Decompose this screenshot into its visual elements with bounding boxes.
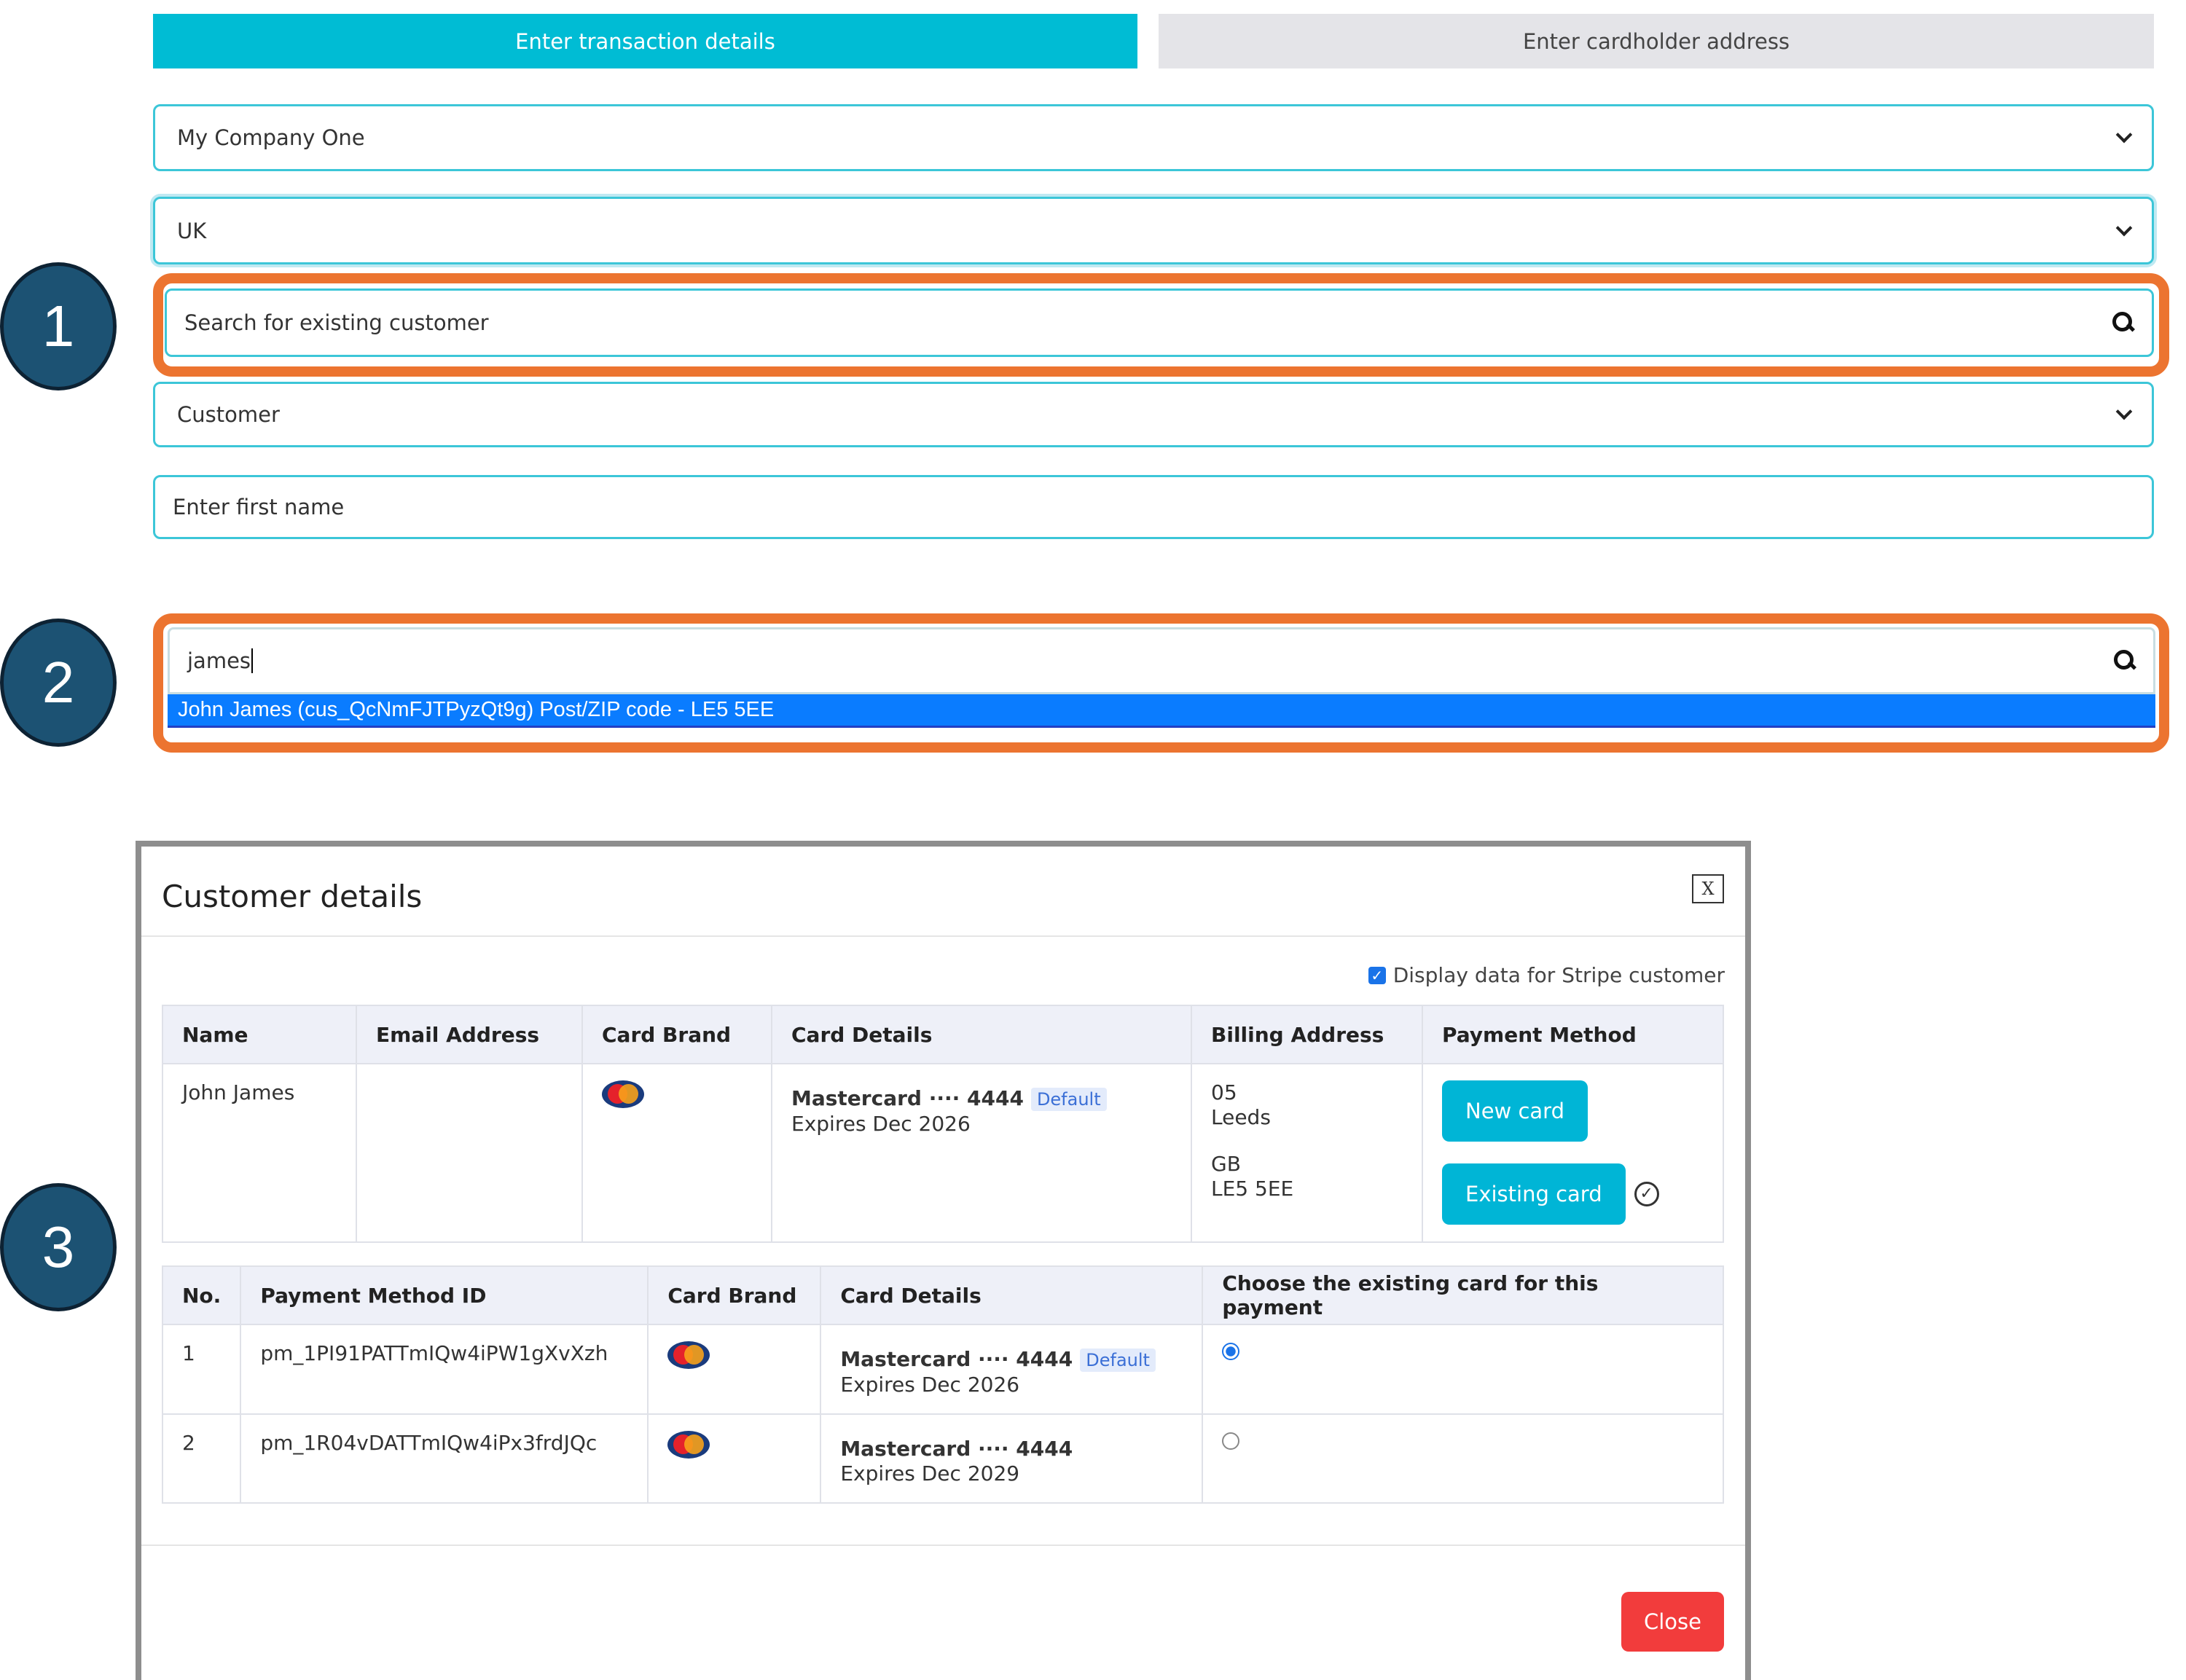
row-number: 2 bbox=[161, 1413, 242, 1504]
divider bbox=[141, 1544, 1745, 1546]
first-name-placeholder: Enter first name bbox=[173, 495, 345, 519]
col-no: No. bbox=[161, 1265, 242, 1325]
step-3-marker: 3 bbox=[0, 1183, 117, 1311]
highlight-box-2 bbox=[153, 613, 2169, 753]
billing-address: 05 Leeds GB LE5 5EE bbox=[1191, 1063, 1423, 1243]
tab-transaction-details[interactable]: Enter transaction details bbox=[153, 14, 1137, 68]
card-details: Mastercard ···· 4444 Default Expires Dec 2… bbox=[820, 1324, 1204, 1415]
country-select[interactable]: UK bbox=[153, 197, 2154, 264]
customer-details-modal: Customer details X ✓ Display data for St… bbox=[136, 841, 1751, 1680]
card-radio[interactable] bbox=[1222, 1432, 1240, 1450]
col-card-brand: Card Brand bbox=[581, 1005, 772, 1064]
customer-email bbox=[356, 1063, 583, 1243]
col-email: Email Address bbox=[356, 1005, 583, 1064]
first-name-input[interactable]: Enter first name bbox=[153, 475, 2154, 539]
col-card-brand: Card Brand bbox=[647, 1265, 822, 1325]
company-value: My Company One bbox=[177, 125, 365, 150]
existing-card-button[interactable]: Existing card bbox=[1442, 1163, 1626, 1225]
cards-table: No. Payment Method ID Card Brand Card De… bbox=[161, 1265, 1724, 1504]
suggestion-item[interactable]: John James (cus_QcNmFJTPyzQt9g) Post/ZIP… bbox=[168, 694, 2155, 728]
close-x-button[interactable]: X bbox=[1692, 874, 1724, 903]
tab-cardholder-address[interactable]: Enter cardholder address bbox=[1159, 14, 2154, 68]
payment-method-id: pm_1PI91PATTmIQw4iPW1gXvXzh bbox=[240, 1324, 649, 1415]
mastercard-icon bbox=[602, 1080, 644, 1108]
customer-name: John James bbox=[162, 1063, 357, 1243]
checkbox-checked-icon[interactable]: ✓ bbox=[1368, 966, 1386, 984]
card-radio-selected[interactable] bbox=[1222, 1343, 1240, 1360]
col-payment-method: Payment Method bbox=[1422, 1005, 1724, 1064]
chevron-down-icon bbox=[2115, 126, 2133, 144]
search-icon[interactable] bbox=[2112, 312, 2134, 334]
customer-type-select[interactable]: Customer bbox=[153, 382, 2154, 447]
step-1-marker: 1 bbox=[0, 262, 117, 390]
search-placeholder: Search for existing customer bbox=[184, 310, 489, 335]
highlight-box-1 bbox=[153, 273, 2169, 377]
payment-method-id: pm_1R04vDATTmIQw4iPx3frdJQc bbox=[240, 1413, 649, 1504]
col-payment-method-id: Payment Method ID bbox=[240, 1265, 649, 1325]
card-details: Mastercard ···· 4444 Default Expires Dec 2… bbox=[771, 1063, 1192, 1243]
close-button[interactable]: Close bbox=[1621, 1592, 1724, 1652]
customer-type-value: Customer bbox=[177, 402, 280, 427]
col-choose-card: Choose the existing card for this paymen… bbox=[1202, 1265, 1724, 1325]
chevron-down-icon bbox=[2115, 403, 2133, 420]
card-details: Mastercard ···· 4444 Expires Dec 2029 bbox=[820, 1413, 1204, 1504]
chevron-down-icon bbox=[2115, 219, 2133, 236]
table-row: John James Mastercard ···· 4444 Default Ex… bbox=[162, 1063, 1724, 1243]
company-select[interactable]: My Company One bbox=[153, 104, 2154, 171]
table-row: 1 pm_1PI91PATTmIQw4iPW1gXvXzh Mastercard… bbox=[161, 1324, 1724, 1415]
col-card-details: Card Details bbox=[820, 1265, 1204, 1325]
step-2-marker: 2 bbox=[0, 619, 117, 747]
customer-search-input[interactable]: Search for existing customer bbox=[165, 288, 2154, 357]
default-badge: Default bbox=[1080, 1349, 1156, 1372]
country-value: UK bbox=[177, 218, 207, 243]
default-badge: Default bbox=[1030, 1088, 1107, 1111]
col-name: Name bbox=[162, 1005, 357, 1064]
modal-title: Customer details bbox=[162, 879, 423, 914]
col-billing-address: Billing Address bbox=[1191, 1005, 1423, 1064]
table-row: 2 pm_1R04vDATTmIQw4iPx3frdJQc Mastercard… bbox=[161, 1413, 1724, 1504]
row-number: 1 bbox=[161, 1324, 242, 1415]
check-circle-icon: ✓ bbox=[1634, 1182, 1659, 1206]
display-stripe-label: Display data for Stripe customer bbox=[1392, 963, 1725, 987]
col-card-details: Card Details bbox=[771, 1005, 1192, 1064]
mastercard-icon bbox=[667, 1341, 710, 1369]
customer-table: Name Email Address Card Brand Card Detai… bbox=[162, 1005, 1724, 1243]
mastercard-icon bbox=[667, 1431, 710, 1459]
search-icon[interactable] bbox=[2114, 650, 2136, 672]
divider bbox=[141, 935, 1745, 937]
display-stripe-toggle[interactable]: ✓ Display data for Stripe customer bbox=[1368, 963, 1725, 987]
search-value: james bbox=[187, 648, 254, 673]
customer-search-active-input[interactable]: james bbox=[168, 627, 2155, 694]
new-card-button[interactable]: New card bbox=[1442, 1080, 1588, 1142]
